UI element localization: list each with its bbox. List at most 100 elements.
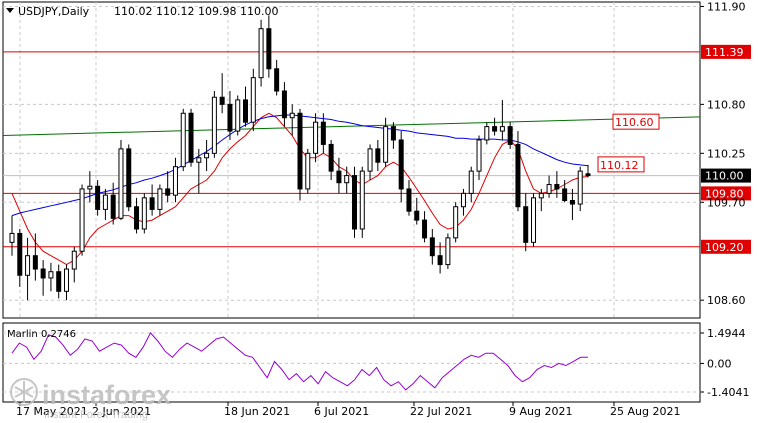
candle	[328, 139, 334, 181]
candle-body	[390, 126, 396, 141]
price-annotations: 110.60 110.12	[597, 113, 660, 173]
candle	[165, 171, 171, 203]
candle-body	[414, 210, 420, 221]
candle-body	[243, 99, 249, 123]
indicator-pane-frame	[2, 322, 701, 403]
candle	[437, 242, 443, 274]
candle	[235, 95, 241, 136]
candle-body	[531, 197, 537, 243]
symbol-menu-icon[interactable]	[6, 8, 14, 13]
candle	[336, 157, 342, 194]
candle-body	[172, 166, 178, 196]
candle	[25, 237, 31, 301]
candle	[126, 144, 132, 212]
candle-body	[569, 200, 575, 205]
candle-body	[515, 143, 521, 208]
indicator-title: Marlin 0.2746	[7, 329, 76, 340]
candlesticks	[9, 15, 591, 301]
candle-body	[32, 255, 38, 270]
candle-body	[95, 185, 101, 210]
candle-body	[141, 197, 147, 230]
candle-body	[110, 194, 116, 219]
candle-body	[274, 68, 280, 92]
candle-body	[134, 206, 140, 230]
candle-body	[562, 188, 568, 202]
candle	[243, 86, 249, 127]
trend-line-layer	[3, 116, 700, 137]
candle	[110, 182, 116, 225]
candle	[63, 264, 69, 301]
candle	[274, 59, 280, 96]
indicator-tick-label: 1.4944	[707, 327, 746, 340]
candle-body	[344, 175, 350, 184]
candle	[383, 117, 389, 167]
annotation-box	[612, 113, 660, 130]
candle-body	[336, 170, 342, 184]
date-tick-label: 18 Jun 2021	[224, 405, 290, 418]
candle-body	[359, 170, 365, 230]
candle-body	[460, 192, 466, 208]
candle	[48, 262, 54, 292]
candle-body	[258, 28, 264, 79]
candle	[17, 228, 23, 287]
candle	[445, 233, 451, 270]
candle-body	[468, 170, 474, 194]
candle	[118, 139, 124, 221]
candle	[554, 171, 560, 198]
candle	[227, 91, 233, 140]
price-tick-label: 110.80	[707, 98, 746, 111]
candle	[180, 108, 186, 172]
date-axis: 17 May 2021 2 Jun 2021 18 Jun 2021 6 Jul 20…	[16, 402, 680, 418]
candle	[297, 108, 303, 201]
candle	[344, 166, 350, 194]
candle-body	[422, 219, 428, 239]
candle	[141, 193, 147, 234]
main-plot-frame	[2, 1, 701, 319]
date-tick-label: 22 Jul 2021	[410, 405, 472, 418]
price-tick-label: 111.90	[707, 0, 746, 13]
candle-body	[367, 148, 373, 172]
candle-body	[79, 188, 85, 252]
candle	[507, 122, 513, 149]
candle	[523, 193, 529, 252]
candle	[305, 148, 311, 194]
candle-body	[437, 255, 443, 266]
indicator-axis: 1.4944 0.00 -1.4041	[700, 327, 749, 399]
candle-body	[188, 112, 194, 163]
candle	[204, 139, 210, 172]
indicator-tick-label: 0.00	[707, 357, 732, 370]
candle-body	[211, 96, 217, 154]
candle	[95, 180, 101, 216]
candle-body	[204, 152, 210, 159]
level-label-bg	[701, 239, 751, 254]
candle	[499, 99, 505, 140]
candle-body	[266, 28, 272, 70]
date-tick-label: 17 May 2021	[16, 405, 88, 418]
date-tick-label: 9 Aug 2021	[509, 405, 572, 418]
current-price-label: 110.00	[705, 170, 744, 183]
candle-body	[9, 232, 15, 243]
candle-body	[227, 103, 233, 132]
candle-body	[157, 188, 163, 210]
candle	[172, 157, 178, 203]
candle-body	[328, 143, 334, 172]
candle	[313, 113, 319, 163]
candle	[577, 166, 583, 212]
candle	[453, 202, 459, 243]
symbol-label: USDJPY,Daily	[18, 5, 90, 18]
price-tick-label: 108.60	[707, 294, 746, 307]
candle-body	[507, 126, 513, 145]
candle	[211, 91, 217, 158]
candle-body	[453, 206, 459, 239]
level-label: 111.39	[705, 46, 744, 59]
watermark-brand: instaforex	[42, 380, 171, 410]
candle-body	[71, 250, 77, 270]
candle-body	[149, 197, 155, 210]
candle-body	[281, 90, 287, 119]
candle	[422, 211, 428, 243]
candle	[71, 246, 77, 283]
candle-body	[305, 152, 311, 190]
candle	[87, 171, 93, 203]
